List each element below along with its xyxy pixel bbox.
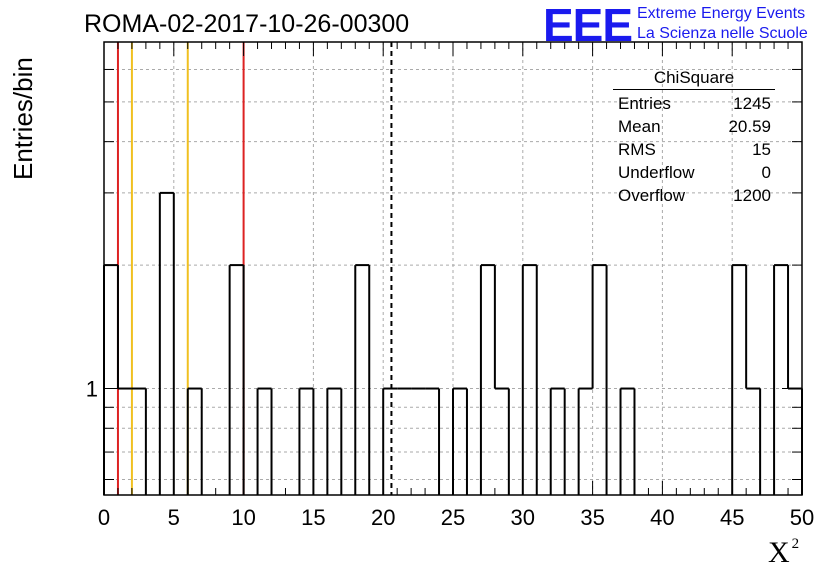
x-tick-label: 40 [650,505,674,530]
y-axis-label: Entries/bin [8,57,38,180]
tick-labels: 0 5 10 15 20 25 30 35 40 45 50 1 [86,377,814,530]
stats-title: ChiSquare [653,68,735,87]
stats-value: 1245 [733,94,771,113]
x-tick-label: 45 [720,505,744,530]
stats-divider [613,89,775,90]
stats-box: ChiSquare Entries 1245 Mean 20.59 RMS 15 Under… [613,68,775,207]
stats-row-overflow: Overflow 1200 [613,184,775,207]
stats-value: 0 [761,163,771,182]
eee-logo: EEE Extreme Energy Events La Scienza nel… [543,0,833,51]
stats-label: Mean [618,117,661,136]
y-tick-label: 1 [86,377,98,402]
x-tick-label: 15 [301,505,325,530]
logo-line-1: Extreme Energy Events [637,5,806,22]
x-tick-label: 10 [231,505,255,530]
x-tick-label: 35 [580,505,604,530]
x-tick-label: 50 [790,505,814,530]
stats-value: 20.59 [728,117,771,136]
eee-logo-mark: EEE [543,0,633,51]
stats-value: 15 [752,140,771,159]
x-axis-label-superscript: 2 [791,536,800,552]
stats-label: Overflow [618,186,686,205]
stats-row-underflow: Underflow 0 [613,161,775,184]
stats-label: Underflow [618,163,695,182]
axis-ticks [103,42,803,495]
stats-label: Entries [618,94,671,113]
x-axis-label-symbol: X [768,536,790,569]
stats-row-entries: Entries 1245 [613,92,775,115]
x-tick-label: 0 [98,505,110,530]
stats-rows: Entries 1245 Mean 20.59 RMS 15 Underflow 0 Overf… [613,92,775,207]
logo-line-2: La Scienza nelle Scuole [637,25,808,42]
run-title: ROMA-02-2017-10-26-00300 [84,10,410,38]
x-tick-label: 25 [441,505,465,530]
stats-label: RMS [618,140,656,159]
x-tick-label: 20 [371,505,395,530]
stats-row-rms: RMS 15 [613,138,775,161]
x-tick-label: 5 [168,505,180,530]
stats-row-mean: Mean 20.59 [613,115,775,138]
stats-value: 1200 [733,186,771,205]
x-tick-label: 30 [511,505,535,530]
